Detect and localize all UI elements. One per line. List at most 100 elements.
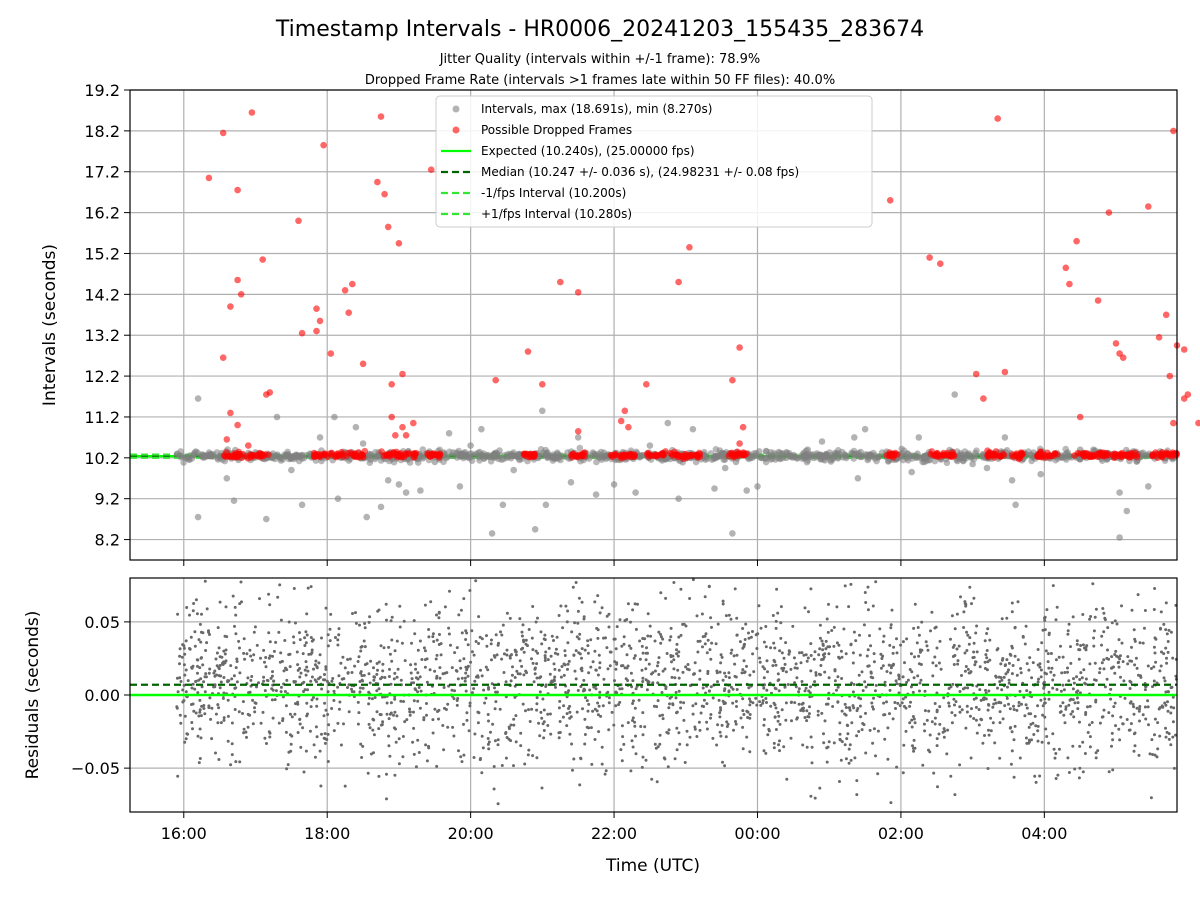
- residual-point: [226, 698, 230, 702]
- residual-point: [751, 652, 755, 656]
- residual-point: [600, 762, 604, 766]
- residual-point: [1019, 671, 1023, 675]
- residual-point: [849, 642, 853, 646]
- residual-point: [183, 714, 187, 718]
- residual-point: [217, 674, 221, 678]
- residual-point: [485, 644, 489, 648]
- residual-point: [363, 663, 367, 667]
- residual-point: [809, 587, 813, 591]
- residual-point: [1036, 648, 1040, 651]
- residual-point: [1008, 652, 1012, 656]
- residual-point: [393, 773, 397, 777]
- residual-point: [1043, 697, 1047, 701]
- residual-point: [1078, 744, 1082, 748]
- residual-point: [326, 732, 330, 736]
- residual-point: [1115, 654, 1119, 658]
- residual-point: [464, 629, 468, 633]
- residual-point: [496, 743, 500, 747]
- interval-outlier-point: [431, 458, 439, 466]
- residual-point: [357, 655, 361, 659]
- residual-point: [1081, 613, 1085, 616]
- residual-point: [1115, 622, 1119, 626]
- residual-point: [650, 777, 654, 781]
- residual-point: [1083, 752, 1087, 755]
- residual-point: [273, 698, 277, 702]
- residual-point: [625, 666, 629, 670]
- residual-point: [490, 638, 493, 642]
- residual-point: [782, 745, 786, 749]
- residual-point: [413, 632, 417, 636]
- residual-point: [454, 669, 458, 672]
- residual-point: [1003, 704, 1007, 708]
- residual-point: [618, 687, 622, 691]
- residual-point: [646, 651, 649, 655]
- residual-point: [431, 635, 435, 639]
- residual-point: [763, 667, 767, 671]
- dropped-frame-point: [659, 449, 667, 457]
- residual-point: [274, 640, 278, 644]
- residual-point: [543, 654, 547, 658]
- residual-point: [528, 720, 532, 723]
- interval-outlier-point: [983, 464, 991, 472]
- residual-point: [801, 701, 805, 705]
- residual-point: [251, 698, 255, 702]
- residual-point: [1113, 619, 1117, 623]
- residual-point: [1027, 712, 1031, 716]
- residual-point: [459, 755, 463, 759]
- residual-point: [346, 671, 350, 675]
- residual-point: [1025, 706, 1029, 710]
- residual-point: [586, 709, 590, 713]
- interval-point: [915, 453, 922, 461]
- residual-point: [772, 741, 776, 745]
- interval-outlier-point: [263, 515, 270, 523]
- residual-point: [892, 645, 896, 649]
- residual-point: [1069, 661, 1073, 665]
- residual-point: [472, 687, 476, 691]
- residual-point: [924, 640, 928, 644]
- residual-point: [950, 711, 954, 715]
- residual-point: [656, 661, 660, 664]
- residual-point: [422, 718, 426, 722]
- residual-point: [1000, 688, 1004, 692]
- residual-point: [541, 722, 545, 726]
- residual-point: [715, 743, 719, 747]
- residual-point: [669, 655, 673, 659]
- residual-point: [1084, 677, 1088, 681]
- residual-point: [342, 722, 345, 726]
- dropped-frame-point: [1119, 451, 1126, 459]
- residual-point: [1096, 749, 1100, 753]
- residual-point: [634, 752, 638, 756]
- interval-point: [973, 447, 980, 455]
- residual-point: [267, 730, 271, 734]
- residual-point: [247, 691, 251, 695]
- residual-point: [304, 630, 308, 634]
- residual-point: [1051, 732, 1055, 736]
- residual-point: [764, 625, 768, 628]
- residual-point: [195, 612, 199, 616]
- residual-point: [840, 677, 844, 680]
- residual-point: [1167, 732, 1171, 736]
- residual-point: [695, 614, 699, 618]
- dropped-frame-point: [1047, 452, 1055, 460]
- residual-point: [779, 621, 783, 625]
- residual-point: [500, 657, 504, 661]
- residual-point: [693, 727, 697, 731]
- residual-point: [888, 643, 892, 647]
- residual-point: [342, 677, 346, 681]
- residual-point: [1071, 615, 1075, 619]
- residual-point: [777, 689, 781, 693]
- residual-point: [594, 668, 598, 672]
- residual-point: [703, 595, 707, 599]
- interval-outlier-point: [664, 419, 672, 427]
- residual-point: [896, 701, 900, 705]
- residual-point: [799, 661, 803, 665]
- residual-point: [1010, 610, 1014, 614]
- residual-point: [1101, 607, 1105, 610]
- residual-point: [252, 653, 256, 657]
- residual-point: [234, 632, 238, 636]
- interval-point: [537, 446, 545, 453]
- residual-point: [769, 646, 773, 650]
- residual-point: [626, 679, 630, 682]
- residual-point: [586, 651, 590, 655]
- residual-point: [700, 704, 704, 708]
